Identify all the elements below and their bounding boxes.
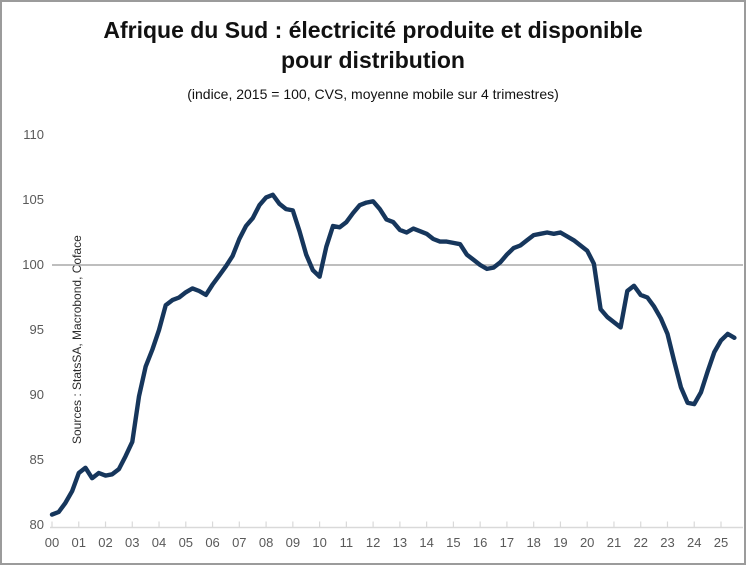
x-tick-label: 02: [98, 535, 113, 550]
y-tick-label: 110: [23, 127, 44, 142]
x-tick-label: 17: [499, 535, 515, 550]
x-tick-label: 24: [687, 535, 702, 550]
x-tick-label: 10: [312, 535, 327, 550]
x-tick-label: 06: [205, 535, 220, 550]
y-tick-label: 95: [29, 322, 44, 337]
y-tick-label: 80: [29, 517, 44, 532]
x-tick-label: 08: [258, 535, 274, 550]
x-tick-label: 03: [125, 535, 140, 550]
x-tick-label: 12: [365, 535, 381, 550]
y-tick-label: 85: [29, 452, 44, 467]
y-tick-label: 100: [22, 257, 44, 272]
x-tick-label: 07: [232, 535, 247, 550]
x-tick-label: 19: [553, 535, 568, 550]
y-tick-label: 105: [22, 192, 44, 207]
data-series-line: [49, 192, 737, 517]
x-tick-label: 21: [606, 535, 622, 550]
chart-title: Afrique du Sud : électricité produite et…: [103, 17, 643, 73]
x-tick-label: 14: [419, 535, 434, 550]
x-tick-label: 01: [71, 535, 86, 550]
x-tick-label: 16: [472, 535, 488, 550]
x-tick-label: 25: [713, 535, 729, 550]
x-tick-label: 04: [151, 535, 167, 550]
x-tick-label: 18: [526, 535, 541, 550]
x-tick-label: 11: [339, 535, 354, 550]
x-tick-label: 20: [579, 535, 595, 550]
x-tick-label: 13: [392, 535, 408, 550]
x-tick-label: 05: [178, 535, 194, 550]
x-tick-label: 09: [285, 535, 301, 550]
x-tick-label: 22: [633, 535, 648, 550]
chart-subtitle: (indice, 2015 = 100, CVS, moyenne mobile…: [187, 86, 559, 102]
x-tick-label: 00: [44, 535, 60, 550]
y-tick-label: 90: [29, 387, 44, 402]
x-tick-label: 15: [446, 535, 461, 550]
x-tick-label: 23: [660, 535, 675, 550]
